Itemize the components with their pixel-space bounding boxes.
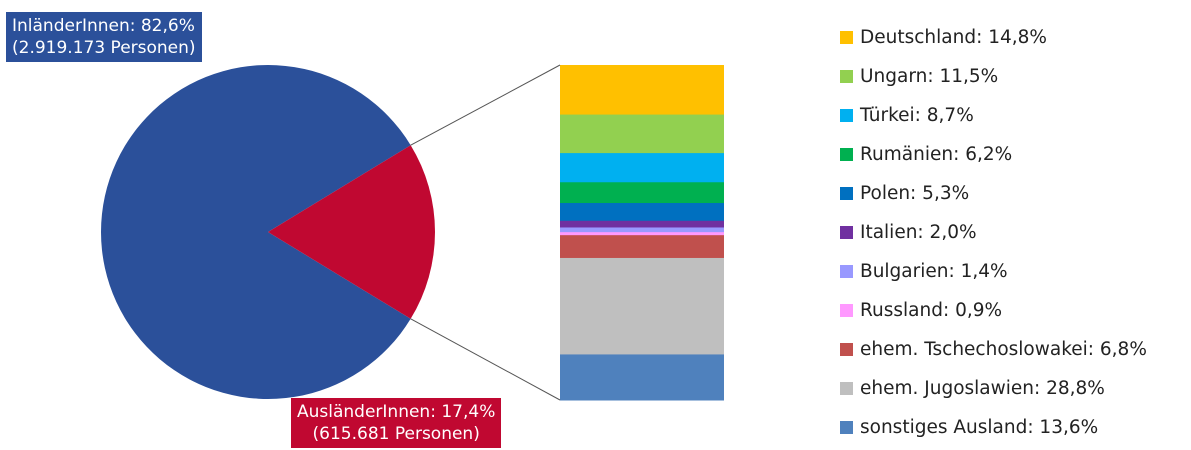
legend: Deutschland: 14,8% Ungarn: 11,5% Türkei: 8… xyxy=(840,18,1147,447)
legend-label: Italien: 2,0% xyxy=(860,222,977,243)
bar-segment-1 xyxy=(560,65,724,116)
pie-label-ausland-line1: AusländerInnen: 17,4% xyxy=(297,402,496,422)
bar-segment-9 xyxy=(560,235,724,259)
legend-label: Rumänien: 6,2% xyxy=(860,144,1013,165)
legend-item-10: ehem. Jugoslawien: 28,8% xyxy=(840,369,1147,408)
pie-label-ausland: AusländerInnen: 17,4% (615.681 Personen) xyxy=(291,398,502,448)
legend-item-2: Ungarn: 11,5% xyxy=(840,57,1147,96)
legend-label: Russland: 0,9% xyxy=(860,300,1003,321)
legend-swatch xyxy=(840,265,853,278)
legend-label: ehem. Tschechoslowakei: 6,8% xyxy=(860,339,1147,360)
connector-line-top xyxy=(410,64,561,146)
legend-item-7: Bulgarien: 1,4% xyxy=(840,252,1147,291)
stacked-bar xyxy=(560,65,724,401)
legend-item-5: Polen: 5,3% xyxy=(840,174,1147,213)
legend-item-1: Deutschland: 14,8% xyxy=(840,18,1147,57)
legend-swatch xyxy=(840,31,853,44)
legend-swatch xyxy=(840,148,853,161)
legend-item-3: Türkei: 8,7% xyxy=(840,96,1147,135)
pie-label-ausland-line2: (615.681 Personen) xyxy=(312,424,480,444)
legend-swatch xyxy=(840,187,853,200)
legend-swatch xyxy=(840,304,853,317)
legend-item-4: Rumänien: 6,2% xyxy=(840,135,1147,174)
legend-swatch xyxy=(840,226,853,239)
legend-label: Ungarn: 11,5% xyxy=(860,66,999,87)
connector-lines xyxy=(410,64,561,401)
bar-segment-6 xyxy=(560,220,724,228)
pie-slice-ausland xyxy=(268,145,436,319)
legend-label: sonstiges Ausland: 13,6% xyxy=(860,417,1099,438)
legend-label: Polen: 5,3% xyxy=(860,183,970,204)
legend-swatch xyxy=(840,421,853,434)
legend-swatch xyxy=(840,343,853,356)
pie-slice-inland xyxy=(101,65,411,400)
bar-segment-3 xyxy=(560,153,724,183)
pie-chart xyxy=(101,65,436,400)
bar-segment-10 xyxy=(560,257,724,355)
bar-segment-2 xyxy=(560,114,724,154)
bar-segment-8 xyxy=(560,232,724,236)
legend-label: Bulgarien: 1,4% xyxy=(860,261,1008,282)
pie-label-inland-line2: (2.919.173 Personen) xyxy=(12,38,196,58)
legend-swatch xyxy=(840,70,853,83)
bar-segment-5 xyxy=(560,203,724,222)
legend-label: ehem. Jugoslawien: 28,8% xyxy=(860,378,1105,399)
bar-segment-7 xyxy=(560,227,724,233)
legend-label: Deutschland: 14,8% xyxy=(860,27,1047,48)
legend-label: Türkei: 8,7% xyxy=(860,105,974,126)
connector-line-bottom xyxy=(410,318,561,401)
legend-swatch xyxy=(840,382,853,395)
pie-label-inland: InländerInnen: 82,6% (2.919.173 Personen… xyxy=(6,12,202,62)
legend-item-11: sonstiges Ausland: 13,6% xyxy=(840,408,1147,447)
legend-item-6: Italien: 2,0% xyxy=(840,213,1147,252)
bar-segment-11 xyxy=(560,354,724,401)
bar-segment-4 xyxy=(560,182,724,204)
legend-swatch xyxy=(840,109,853,122)
pie-label-inland-line1: InländerInnen: 82,6% xyxy=(12,16,195,36)
legend-item-9: ehem. Tschechoslowakei: 6,8% xyxy=(840,330,1147,369)
legend-item-8: Russland: 0,9% xyxy=(840,291,1147,330)
